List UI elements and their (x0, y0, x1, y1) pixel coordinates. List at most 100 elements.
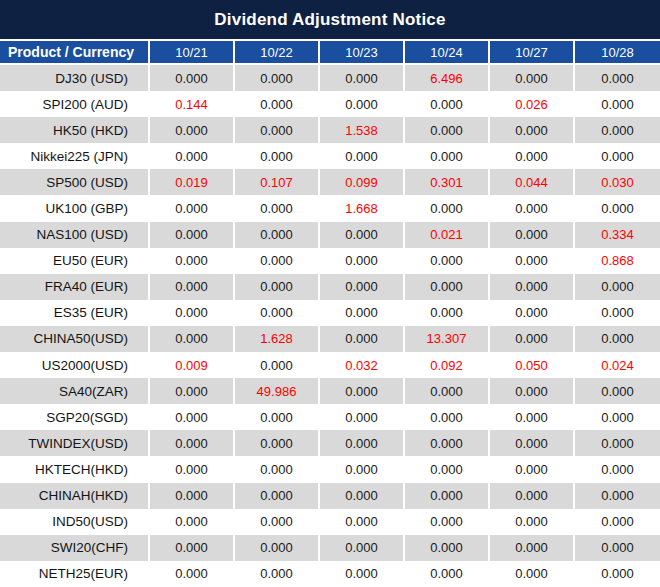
value-cell: 0.000 (235, 117, 320, 143)
value-cell: 0.000 (405, 483, 490, 509)
value-cell: 0.000 (405, 561, 490, 587)
value-cell: 0.000 (320, 404, 405, 430)
product-cell: SPI200 (AUD) (0, 91, 150, 117)
value-cell: 0.000 (235, 300, 320, 326)
value-cell: 0.000 (575, 509, 660, 535)
value-cell: 0.000 (235, 352, 320, 378)
value-cell: 0.000 (235, 248, 320, 274)
value-cell: 0.000 (490, 509, 575, 535)
value-cell: 0.000 (320, 483, 405, 509)
product-cell: CHINAH(HKD) (0, 483, 150, 509)
value-cell: 0.000 (490, 248, 575, 274)
value-cell: 0.000 (490, 561, 575, 587)
value-cell: 0.000 (490, 195, 575, 221)
value-cell: 0.000 (575, 117, 660, 143)
value-cell: 0.000 (320, 561, 405, 587)
value-cell: 0.000 (150, 509, 235, 535)
value-cell: 0.092 (405, 352, 490, 378)
value-cell: 0.000 (235, 483, 320, 509)
value-cell: 0.000 (235, 65, 320, 91)
value-cell: 0.000 (150, 117, 235, 143)
value-cell: 1.538 (320, 117, 405, 143)
value-cell: 0.107 (235, 169, 320, 195)
product-cell: FRA40 (EUR) (0, 274, 150, 300)
value-cell: 0.000 (575, 483, 660, 509)
column-header-date: 10/24 (405, 41, 490, 65)
value-cell: 0.000 (235, 195, 320, 221)
value-cell: 0.000 (575, 535, 660, 561)
column-header-date: 10/21 (150, 41, 235, 65)
value-cell: 0.000 (150, 404, 235, 430)
value-cell: 0.000 (320, 326, 405, 352)
value-cell: 0.030 (575, 169, 660, 195)
value-cell: 0.000 (150, 65, 235, 91)
product-cell: ES35 (EUR) (0, 300, 150, 326)
value-cell: 0.000 (490, 404, 575, 430)
value-cell: 0.000 (235, 222, 320, 248)
value-cell: 0.000 (235, 456, 320, 482)
value-cell: 0.044 (490, 169, 575, 195)
page-title: Dividend Adjustment Notice (214, 10, 445, 30)
value-cell: 0.000 (150, 222, 235, 248)
value-cell: 0.000 (405, 430, 490, 456)
value-cell: 0.000 (490, 222, 575, 248)
column-header-date: 10/23 (320, 41, 405, 65)
product-cell: TWINDEX(USD) (0, 430, 150, 456)
value-cell: 0.000 (320, 91, 405, 117)
product-cell: DJ30 (USD) (0, 65, 150, 91)
value-cell: 0.000 (150, 535, 235, 561)
value-cell: 0.000 (320, 535, 405, 561)
product-cell: SWI20(CHF) (0, 535, 150, 561)
value-cell: 13.307 (405, 326, 490, 352)
value-cell: 0.000 (235, 404, 320, 430)
column-header-date: 10/27 (490, 41, 575, 65)
value-cell: 0.000 (405, 248, 490, 274)
value-cell: 0.000 (320, 143, 405, 169)
value-cell: 0.000 (405, 91, 490, 117)
product-cell: HKTECH(HKD) (0, 456, 150, 482)
value-cell: 0.000 (405, 535, 490, 561)
product-cell: HK50 (HKD) (0, 117, 150, 143)
value-cell: 0.019 (150, 169, 235, 195)
dividend-notice-page: Dividend Adjustment Notice Product / Cur… (0, 0, 660, 587)
value-cell: 0.000 (320, 378, 405, 404)
value-cell: 0.000 (575, 378, 660, 404)
notice-title-bar: Dividend Adjustment Notice (0, 0, 660, 39)
product-cell: SP500 (USD) (0, 169, 150, 195)
value-cell: 0.032 (320, 352, 405, 378)
value-cell: 0.000 (235, 274, 320, 300)
value-cell: 0.000 (575, 326, 660, 352)
value-cell: 0.000 (150, 248, 235, 274)
value-cell: 0.000 (490, 483, 575, 509)
value-cell: 1.668 (320, 195, 405, 221)
value-cell: 0.009 (150, 352, 235, 378)
value-cell: 0.000 (405, 404, 490, 430)
value-cell: 0.000 (150, 326, 235, 352)
value-cell: 0.334 (575, 222, 660, 248)
value-cell: 0.000 (490, 300, 575, 326)
value-cell: 0.000 (575, 456, 660, 482)
value-cell: 0.000 (150, 143, 235, 169)
value-cell: 0.000 (490, 143, 575, 169)
value-cell: 0.021 (405, 222, 490, 248)
product-cell: CHINA50(USD) (0, 326, 150, 352)
value-cell: 0.000 (490, 117, 575, 143)
value-cell: 0.000 (405, 378, 490, 404)
value-cell: 0.099 (320, 169, 405, 195)
value-cell: 0.000 (575, 274, 660, 300)
value-cell: 0.000 (150, 274, 235, 300)
value-cell: 0.000 (150, 430, 235, 456)
value-cell: 0.000 (150, 483, 235, 509)
value-cell: 0.000 (575, 143, 660, 169)
value-cell: 0.000 (575, 65, 660, 91)
value-cell: 0.000 (150, 300, 235, 326)
product-cell: NETH25(EUR) (0, 561, 150, 587)
column-header-date: 10/22 (235, 41, 320, 65)
product-cell: SA40(ZAR) (0, 378, 150, 404)
product-cell: SGP20(SGD) (0, 404, 150, 430)
product-cell: IND50(USD) (0, 509, 150, 535)
value-cell: 0.000 (575, 561, 660, 587)
value-cell: 0.000 (320, 65, 405, 91)
value-cell: 0.024 (575, 352, 660, 378)
value-cell: 0.000 (320, 430, 405, 456)
